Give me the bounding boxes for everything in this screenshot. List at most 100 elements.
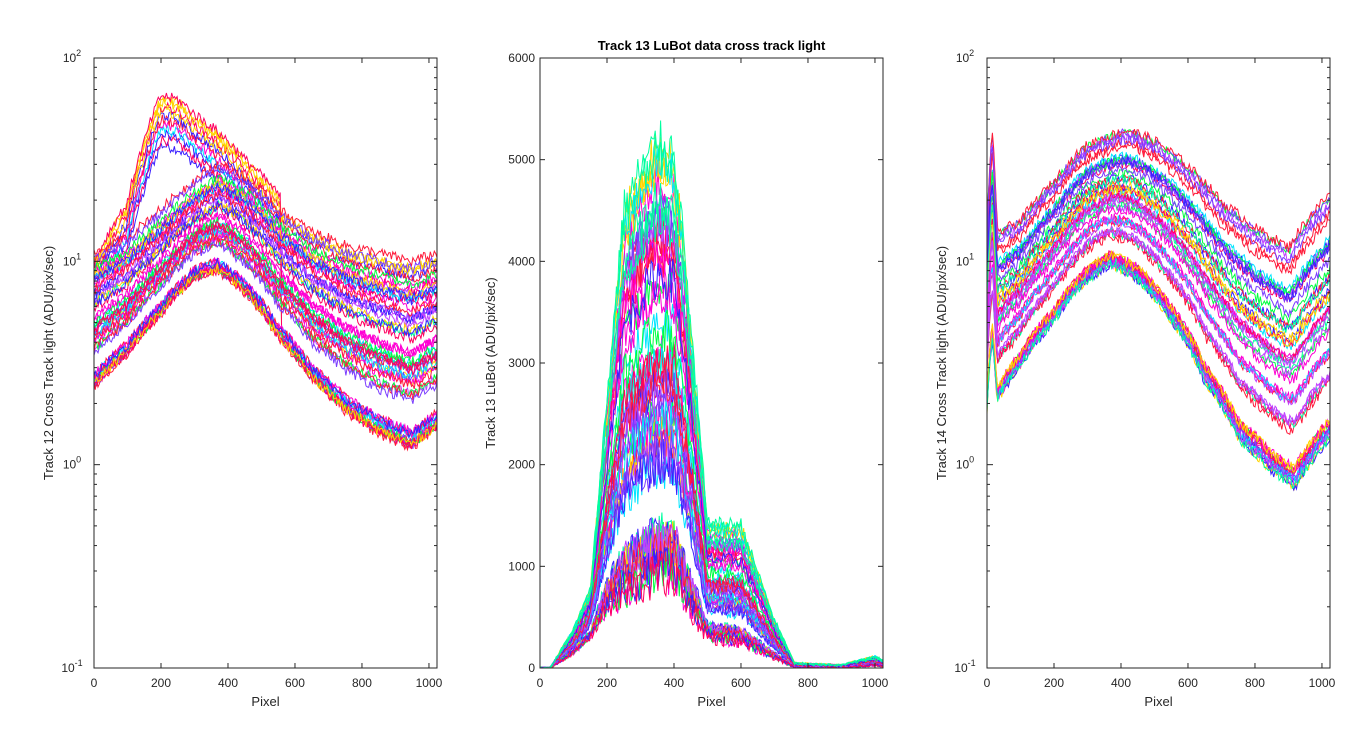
x-tick-label: 600 (285, 676, 305, 690)
y-tick-exponent: 0 (969, 455, 974, 465)
series-line (987, 155, 1330, 303)
right-panel-track-14: 0 200 400 600 800 100010-1100101102PixelTrack… (934, 48, 1336, 709)
y-tick-base: 10 (956, 458, 970, 472)
y-tick-base: 10 (956, 254, 970, 268)
x-tick-label: 600 (731, 676, 751, 690)
y-tick-exponent: 2 (76, 48, 81, 58)
y-tick-label: 10-1 (61, 658, 82, 675)
series-line (94, 174, 437, 289)
series-line (94, 181, 437, 304)
series-line (987, 165, 1330, 319)
series-group (540, 120, 883, 668)
y-tick-exponent: 1 (969, 251, 974, 261)
series-line (94, 257, 437, 439)
left-panel-track-12: 0 200 400 600 800 100010-1100101102PixelTrack… (41, 48, 443, 709)
y-tick-label: 6000 (508, 51, 535, 65)
series-line (94, 220, 437, 377)
series-line (987, 259, 1330, 490)
series-line (987, 214, 1330, 403)
y-tick-label: 100 (63, 455, 81, 472)
series-line (94, 114, 437, 283)
y-tick-base: 10 (63, 51, 77, 65)
y-tick-exponent: -1 (75, 658, 83, 668)
series-line (94, 263, 437, 448)
series-line (987, 250, 1330, 473)
y-tick-label: 1000 (508, 559, 535, 573)
x-tick-label: 0 (91, 676, 98, 690)
x-tick-label: 0 (537, 676, 544, 690)
x-tick-label: 800 (798, 676, 818, 690)
series-group (94, 92, 437, 452)
y-tick-label: 4000 (508, 254, 535, 268)
series-line (94, 183, 437, 304)
y-tick-label: 5000 (508, 153, 535, 167)
series-line (987, 173, 1330, 333)
axes-box (986, 57, 1331, 669)
x-tick-label: 200 (151, 676, 171, 690)
series-line (94, 161, 437, 268)
y-tick-label: 10-1 (954, 658, 975, 675)
y-tick-label: 101 (956, 251, 974, 268)
y-tick-exponent: -1 (968, 658, 976, 668)
y-tick-base: 10 (63, 458, 77, 472)
y-tick-label: 102 (956, 48, 974, 65)
y-axis-label: Track 14 Cross Track light (ADU/pix/sec) (934, 246, 949, 480)
series-line (987, 128, 1330, 255)
x-axis-label: Pixel (251, 694, 279, 709)
series-line (94, 191, 437, 323)
series-line (94, 200, 437, 339)
series-line (94, 196, 437, 329)
y-tick-label: 100 (956, 455, 974, 472)
y-tick-label: 102 (63, 48, 81, 65)
series-line (987, 215, 1330, 406)
series-line (987, 140, 1330, 276)
series-line (94, 263, 437, 447)
series-line (987, 213, 1330, 404)
y-tick-label: 0 (528, 661, 535, 675)
series-line (94, 92, 437, 446)
x-tick-label: 400 (218, 676, 238, 690)
x-tick-label: 1000 (1309, 676, 1336, 690)
x-tick-label: 200 (1044, 676, 1064, 690)
series-line (94, 221, 437, 372)
series-line (987, 205, 1330, 385)
series-line (94, 188, 437, 317)
y-tick-exponent: 2 (969, 48, 974, 58)
y-tick-base: 10 (61, 661, 75, 675)
y-tick-exponent: 1 (76, 251, 81, 261)
x-tick-label: 400 (1111, 676, 1131, 690)
series-line (987, 128, 1330, 253)
x-tick-label: 1000 (416, 676, 443, 690)
middle-panel-track-13: 0 200 400 600 800 1000 0 1000 2000 3000 4000 5000 60… (483, 38, 889, 709)
x-tick-label: 400 (664, 676, 684, 690)
series-line (987, 180, 1330, 343)
y-tick-base: 10 (63, 254, 77, 268)
y-tick-label: 3000 (508, 356, 535, 370)
series-line (94, 191, 437, 325)
y-axis-label: Track 12 Cross Track light (ADU/pix/sec) (41, 246, 56, 480)
y-axis-label: Track 13 LuBot (ADU/pix/sec) (483, 277, 498, 448)
series-line (987, 131, 1330, 263)
series-line (987, 194, 1330, 369)
series-line (540, 357, 883, 668)
x-tick-label: 800 (352, 676, 372, 690)
x-tick-label: 200 (597, 676, 617, 690)
y-tick-label: 2000 (508, 458, 535, 472)
series-line (987, 174, 1330, 331)
series-line (94, 232, 437, 390)
chart-title: Track 13 LuBot data cross track light (598, 38, 826, 53)
series-line (94, 164, 437, 276)
series-line (987, 133, 1330, 264)
y-tick-base: 10 (954, 661, 968, 675)
x-tick-label: 1000 (862, 676, 889, 690)
y-tick-exponent: 0 (76, 455, 81, 465)
x-tick-label: 800 (1245, 676, 1265, 690)
y-tick-label: 101 (63, 251, 81, 268)
series-line (94, 238, 437, 404)
x-axis-label: Pixel (697, 694, 725, 709)
series-line (540, 120, 883, 668)
axes-box (93, 57, 438, 669)
y-tick-base: 10 (956, 51, 970, 65)
series-group (987, 128, 1330, 492)
